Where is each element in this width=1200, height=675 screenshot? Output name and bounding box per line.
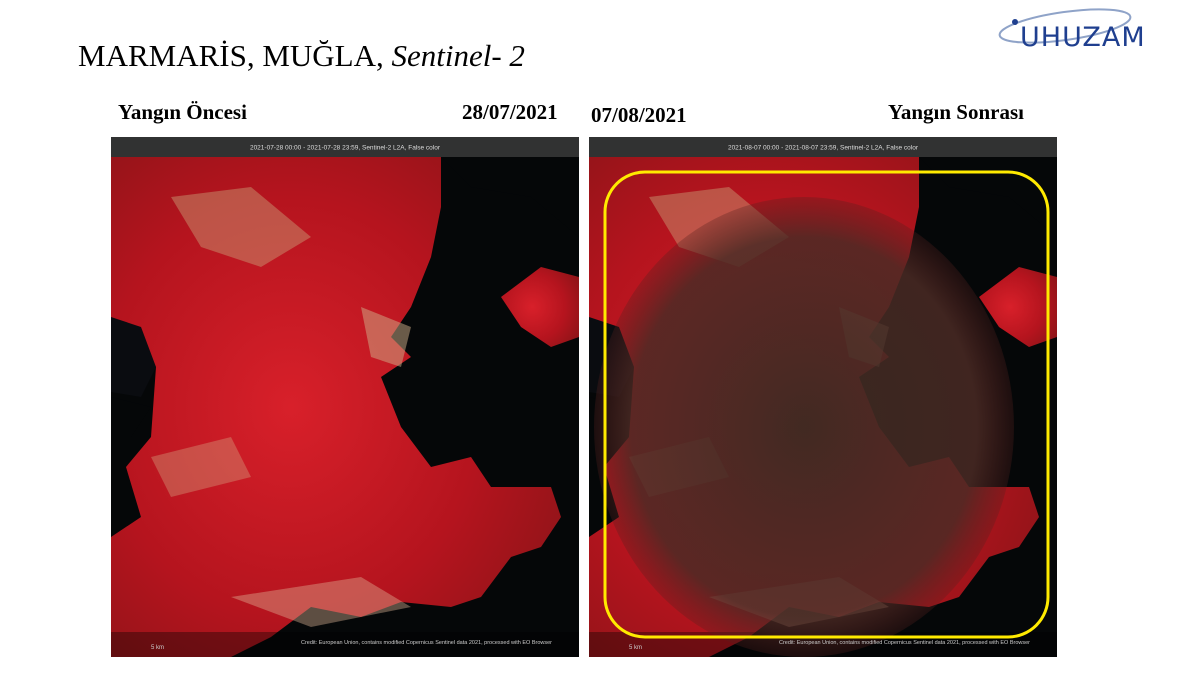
after-image: 2021-08-07 00:00 - 2021-08-07 23:59, Sen… — [589, 137, 1057, 657]
image-caption: 2021-07-28 00:00 - 2021-07-28 23:59, Sen… — [250, 145, 441, 152]
title-text: MARMARİS, MUĞLA, — [78, 38, 384, 73]
before-image: 2021-07-28 00:00 - 2021-07-28 23:59, Sen… — [111, 137, 579, 657]
scale-label: 5 km — [629, 645, 642, 651]
title-italic: Sentinel- 2 — [391, 38, 525, 73]
logo-orbit — [998, 8, 1132, 44]
scale-label: 5 km — [151, 645, 164, 651]
panel-date: 28/07/2021 — [462, 100, 558, 124]
logo-text: UHUZAM — [1020, 22, 1146, 53]
credit: Credit: European Union, contains modifie… — [779, 640, 1030, 646]
credit: Credit: European Union, contains modifie… — [301, 640, 552, 646]
panel-date: 07/08/2021 — [591, 103, 687, 127]
image-caption: 2021-08-07 00:00 - 2021-08-07 23:59, Sen… — [728, 145, 919, 152]
slide-title: MARMARİS, MUĞLA, Sentinel- 2 — [78, 38, 525, 74]
panel-label: Yangın Öncesi — [118, 100, 247, 124]
burn-area-outline — [603, 170, 1050, 639]
panel-label: Yangın Sonrası — [888, 100, 1024, 124]
